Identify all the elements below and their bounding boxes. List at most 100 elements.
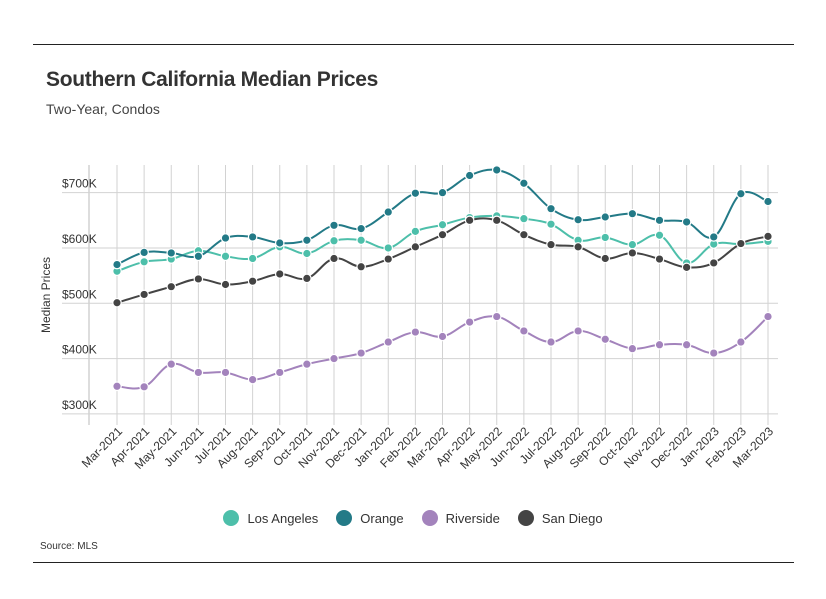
data-point-riverside: [681, 339, 692, 350]
chart-legend: Los Angeles Orange Riverside San Diego: [0, 510, 826, 526]
data-point-san-diego: [708, 258, 719, 268]
data-point-riverside: [274, 367, 285, 378]
y-tick-label: $600K: [62, 232, 97, 246]
y-axis-title: Median Prices: [39, 257, 53, 333]
data-point-orange: [220, 233, 231, 243]
data-point-los-angeles: [600, 232, 611, 243]
data-point-los-angeles: [383, 243, 394, 253]
data-point-riverside: [600, 334, 611, 345]
data-point-riverside: [139, 382, 149, 392]
chart-subtitle: Two-Year, Condos: [46, 101, 160, 117]
data-point-san-diego: [193, 274, 204, 284]
legend-swatch: [223, 510, 240, 526]
data-point-orange: [437, 187, 448, 198]
legend-label: Los Angeles: [247, 510, 319, 526]
data-point-san-diego: [112, 297, 122, 308]
data-point-san-diego: [519, 229, 529, 240]
data-point-san-diego: [410, 242, 421, 252]
data-point-los-angeles: [546, 219, 556, 229]
data-point-riverside: [329, 353, 339, 364]
data-point-los-angeles: [220, 251, 231, 262]
data-point-san-diego: [546, 239, 556, 250]
data-point-orange: [519, 178, 529, 189]
data-point-riverside: [302, 359, 312, 369]
data-point-san-diego: [654, 254, 665, 264]
data-point-orange: [491, 165, 502, 175]
data-point-san-diego: [139, 289, 149, 300]
data-point-riverside: [193, 367, 204, 378]
legend-item-los-angeles: Los Angeles: [223, 510, 318, 526]
legend-swatch: [421, 510, 438, 526]
data-point-san-diego: [627, 248, 638, 258]
top-rule: [33, 44, 794, 45]
data-point-san-diego: [356, 261, 366, 272]
data-point-orange: [112, 259, 122, 270]
data-point-los-angeles: [410, 226, 421, 237]
data-point-san-diego: [681, 262, 692, 273]
data-point-orange: [573, 214, 583, 225]
data-point-orange: [274, 238, 285, 248]
data-point-orange: [139, 247, 149, 258]
legend-label: San Diego: [541, 510, 603, 526]
data-point-san-diego: [247, 276, 258, 286]
legend-swatch: [336, 510, 353, 526]
data-point-riverside: [491, 311, 502, 322]
data-point-riverside: [112, 381, 122, 392]
data-point-orange: [166, 248, 177, 258]
data-point-riverside: [654, 339, 665, 350]
data-point-riverside: [763, 311, 773, 322]
data-point-san-diego: [274, 269, 285, 279]
data-point-los-angeles: [302, 248, 312, 259]
legend-label: Riverside: [445, 510, 500, 526]
data-point-riverside: [437, 331, 448, 342]
data-point-san-diego: [166, 281, 177, 292]
data-point-orange: [383, 207, 394, 217]
data-point-los-angeles: [654, 230, 665, 241]
data-point-orange: [356, 223, 366, 234]
source-note: Source: MLS: [40, 541, 98, 552]
data-point-riverside: [410, 327, 421, 337]
data-point-san-diego: [600, 253, 611, 264]
data-point-san-diego: [329, 253, 339, 264]
data-point-los-angeles: [356, 235, 366, 246]
data-point-san-diego: [383, 254, 394, 264]
data-point-orange: [329, 220, 339, 231]
data-point-riverside: [736, 337, 746, 347]
data-point-riverside: [708, 348, 719, 358]
data-point-los-angeles: [519, 213, 529, 224]
data-point-orange: [763, 196, 773, 207]
data-point-riverside: [464, 317, 475, 327]
y-tick-label: $300K: [62, 398, 97, 412]
data-point-orange: [464, 170, 475, 181]
y-tick-label: $700K: [62, 177, 97, 191]
data-point-san-diego: [437, 229, 448, 240]
data-point-riverside: [573, 326, 583, 336]
data-point-orange: [302, 235, 312, 246]
data-point-los-angeles: [437, 219, 448, 230]
data-point-san-diego: [464, 215, 475, 226]
data-point-riverside: [356, 348, 366, 358]
data-point-orange: [708, 232, 719, 242]
data-point-orange: [546, 203, 556, 214]
data-point-san-diego: [763, 231, 773, 242]
y-tick-label: $400K: [62, 343, 97, 357]
data-point-orange: [736, 188, 746, 199]
data-point-los-angeles: [139, 257, 149, 267]
data-point-orange: [410, 188, 421, 199]
data-point-orange: [654, 215, 665, 226]
data-point-riverside: [220, 367, 231, 378]
data-point-riverside: [166, 359, 177, 369]
chart-title: Southern California Median Prices: [46, 68, 379, 91]
data-point-riverside: [627, 343, 638, 354]
legend-label: Orange: [360, 510, 404, 526]
data-point-los-angeles: [329, 235, 339, 246]
data-point-orange: [681, 217, 692, 227]
data-point-los-angeles: [247, 253, 258, 264]
data-point-riverside: [383, 337, 394, 347]
legend-item-riverside: Riverside: [421, 510, 500, 526]
data-point-riverside: [546, 337, 556, 347]
data-point-riverside: [247, 374, 258, 385]
data-point-san-diego: [302, 273, 312, 284]
data-point-san-diego: [220, 279, 231, 290]
